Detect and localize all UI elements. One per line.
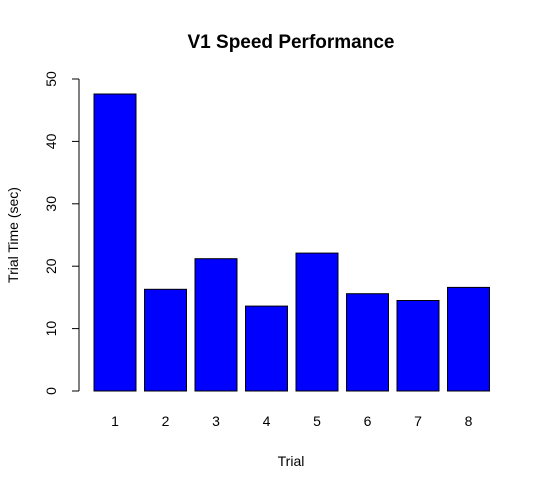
x-tick-label: 2	[162, 413, 170, 429]
x-tick-label: 8	[465, 413, 473, 429]
x-tick-label: 5	[313, 413, 321, 429]
x-tick-label: 3	[212, 413, 220, 429]
bar-trial-6	[346, 293, 389, 392]
bars-group	[93, 93, 490, 392]
y-tick-label: 20	[43, 258, 59, 274]
x-axis-label: Trial	[278, 453, 305, 469]
x-tick-label: 4	[263, 413, 271, 429]
x-tick-labels: 1 2 3 4 5 6 7 8	[111, 413, 473, 429]
bar-trial-3	[194, 258, 238, 392]
x-tick-label: 1	[111, 413, 119, 429]
y-tick-label: 50	[43, 71, 59, 87]
bar-trial-5	[295, 252, 339, 392]
y-tick-label: 0	[43, 387, 59, 395]
y-tick-label: 40	[43, 133, 59, 149]
x-tick-label: 6	[364, 413, 372, 429]
bar-trial-2	[144, 288, 187, 392]
x-tick-label: 7	[414, 413, 422, 429]
bar-trial-7	[396, 300, 440, 392]
y-axis: 0 10 20 30 40 50	[43, 71, 80, 395]
y-axis-label: Trial Time (sec)	[5, 187, 21, 283]
bar-trial-1	[93, 93, 137, 392]
bar-trial-8	[447, 286, 490, 392]
y-tick-label: 10	[43, 321, 59, 337]
bar-trial-4	[245, 305, 288, 392]
chart-title: V1 Speed Performance	[188, 32, 395, 53]
y-tick-label: 30	[43, 196, 59, 212]
